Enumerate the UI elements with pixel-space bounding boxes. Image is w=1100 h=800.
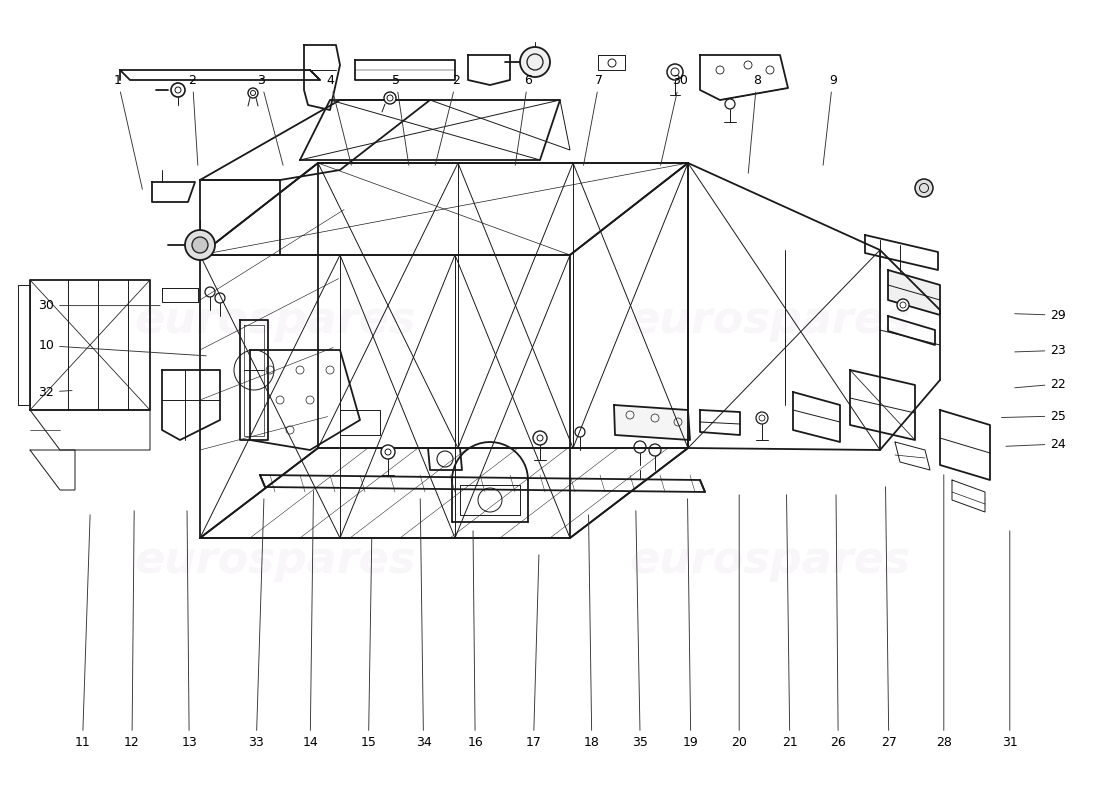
Text: 13: 13 — [182, 510, 197, 749]
Circle shape — [520, 47, 550, 77]
Text: eurospares: eurospares — [134, 538, 416, 582]
Text: 25: 25 — [1002, 410, 1066, 422]
Text: eurospares: eurospares — [629, 298, 911, 342]
Circle shape — [185, 230, 214, 260]
Text: 1: 1 — [113, 74, 142, 190]
Text: 34: 34 — [416, 498, 431, 749]
Text: 15: 15 — [361, 538, 376, 749]
Circle shape — [381, 445, 395, 459]
Text: 10: 10 — [39, 339, 206, 356]
Text: 27: 27 — [881, 486, 896, 749]
Text: 9: 9 — [823, 74, 837, 166]
Text: 26: 26 — [830, 494, 846, 749]
Circle shape — [248, 88, 258, 98]
Text: 33: 33 — [249, 498, 264, 749]
Circle shape — [384, 92, 396, 104]
Text: 20: 20 — [732, 494, 747, 749]
Text: 17: 17 — [526, 554, 541, 749]
Text: 35: 35 — [632, 510, 648, 749]
Text: eurospares: eurospares — [134, 298, 416, 342]
Text: 2: 2 — [188, 74, 198, 166]
Text: 6: 6 — [515, 74, 532, 166]
Circle shape — [756, 412, 768, 424]
Text: 24: 24 — [1006, 438, 1066, 450]
Circle shape — [534, 431, 547, 445]
Circle shape — [725, 99, 735, 109]
Text: 28: 28 — [936, 474, 952, 749]
Text: 14: 14 — [302, 490, 318, 749]
Text: 8: 8 — [748, 74, 761, 174]
Text: 2: 2 — [436, 74, 461, 166]
Text: 31: 31 — [1002, 530, 1018, 749]
Text: 5: 5 — [392, 74, 409, 166]
Text: 22: 22 — [1015, 378, 1066, 390]
Text: 29: 29 — [1015, 309, 1066, 322]
Circle shape — [915, 179, 933, 197]
Text: 7: 7 — [583, 74, 604, 166]
Text: 19: 19 — [683, 498, 698, 749]
Text: 30: 30 — [39, 299, 160, 312]
Text: 16: 16 — [468, 530, 483, 749]
Text: 12: 12 — [124, 510, 140, 749]
Text: 32: 32 — [39, 386, 72, 398]
Text: 30: 30 — [661, 74, 688, 166]
Text: 4: 4 — [326, 74, 351, 166]
Polygon shape — [614, 405, 690, 440]
Circle shape — [667, 64, 683, 80]
Polygon shape — [888, 270, 940, 315]
Circle shape — [896, 299, 909, 311]
Text: 23: 23 — [1015, 344, 1066, 357]
Circle shape — [192, 237, 208, 253]
Text: eurospares: eurospares — [629, 538, 911, 582]
Text: 11: 11 — [75, 514, 90, 749]
Circle shape — [170, 83, 185, 97]
Text: 21: 21 — [782, 494, 797, 749]
Text: 3: 3 — [256, 74, 283, 166]
Text: 18: 18 — [584, 514, 600, 749]
